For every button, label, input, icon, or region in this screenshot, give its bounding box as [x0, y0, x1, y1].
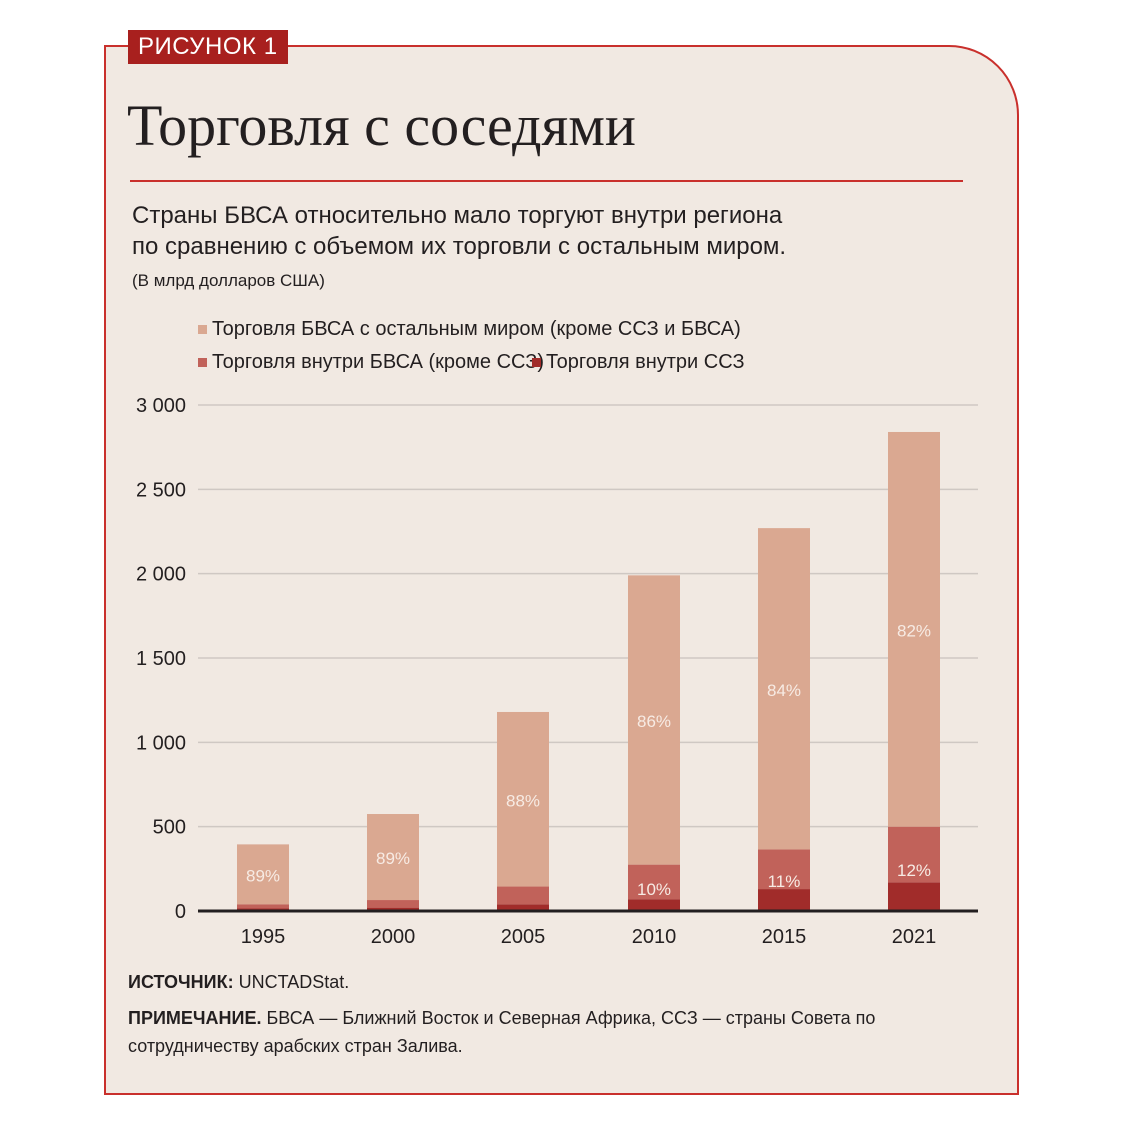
x-tick-label: 2005: [501, 926, 546, 948]
bar-segment-gcc: [628, 899, 680, 911]
data-label-world: 89%: [246, 866, 280, 885]
bar-segment-gcc: [497, 904, 549, 911]
legend-item-intra: Торговля внутри БВСА (кроме ССЗ): [198, 351, 544, 374]
bar-segment-world: [628, 575, 680, 865]
bar-segment-world: [888, 431, 940, 827]
data-label-world: 89%: [376, 849, 410, 868]
legend-item-world: Торговля БВСА с остальным миром (кроме С…: [198, 318, 741, 341]
x-tick-label: 1995: [241, 926, 286, 948]
figure-badge: РИСУНОК 1: [128, 30, 288, 64]
bar-segment-world: [497, 711, 549, 887]
legend-label-world: Торговля БВСА с остальным миром (кроме С…: [212, 318, 741, 340]
subtitle-line-1: Страны БВСА относительно мало торгуют вн…: [132, 202, 783, 229]
title-divider: [130, 180, 963, 182]
bar-segment-intra: [758, 849, 810, 890]
legend-swatch-gcc: [532, 358, 541, 368]
bar-segment-intra: [628, 864, 680, 900]
legend-label-intra: Торговля внутри БВСА (кроме ССЗ): [212, 351, 544, 373]
bar-segment-world: [367, 814, 419, 901]
subtitle-line-2: по сравнению с объемом их торговли с ост…: [132, 233, 787, 260]
y-tick-label: 2 000: [136, 564, 186, 586]
data-label-intra: 12%: [897, 861, 931, 880]
units-label: (В млрд долларов США): [132, 271, 325, 290]
bar-segment-intra: [888, 826, 940, 883]
source-text: UNCTADStat.: [233, 972, 350, 992]
data-label-intra: 11%: [768, 872, 801, 891]
legend-label-gcc: Торговля внутри ССЗ: [546, 351, 745, 373]
figure-card: [104, 45, 1019, 1095]
bar-segment-intra: [497, 886, 549, 905]
bar-segment-gcc: [888, 882, 940, 911]
source-label: ИСТОЧНИК:: [128, 972, 234, 992]
bar-segment-world: [237, 844, 289, 905]
note-label: ПРИМЕЧАНИЕ.: [128, 1008, 262, 1028]
y-tick-label: 1 000: [136, 732, 186, 754]
x-tick-label: 2000: [371, 926, 416, 948]
legend-item-gcc: Торговля внутри ССЗ: [532, 351, 745, 374]
bar-segment-gcc: [367, 907, 419, 911]
data-label-world: 84%: [767, 681, 801, 700]
y-tick-label: 2 500: [136, 479, 186, 501]
bar-segment-intra: [237, 904, 289, 909]
y-tick-label: 0: [175, 901, 186, 923]
figure-notes: ИСТОЧНИК: UNCTADStat. ПРИМЕЧАНИЕ. БВСА —…: [128, 968, 958, 1068]
bar-segment-gcc: [758, 889, 810, 911]
data-label-world: 82%: [897, 621, 931, 640]
data-label-world: 86%: [637, 712, 671, 731]
y-tick-label: 1 500: [136, 648, 186, 670]
figure-title: Торговля с соседями: [127, 93, 636, 158]
x-tick-label: 2021: [892, 926, 937, 948]
data-label-world: 88%: [506, 791, 540, 810]
legend-swatch-world: [198, 325, 207, 335]
legend-swatch-intra: [198, 358, 207, 368]
y-tick-label: 3 000: [136, 395, 186, 417]
x-tick-label: 2015: [762, 926, 807, 948]
note-text: БВСА — Ближний Восток и Северная Африка,…: [128, 1008, 876, 1056]
source-note: ИСТОЧНИК: UNCTADStat.: [128, 968, 958, 996]
x-tick-label: 2010: [632, 926, 677, 948]
abbreviation-note: ПРИМЕЧАНИЕ. БВСА — Ближний Восток и Севе…: [128, 1004, 958, 1060]
bar-segment-world: [758, 528, 810, 850]
data-label-intra: 10%: [637, 880, 671, 899]
bar-segment-intra: [367, 900, 419, 908]
y-tick-label: 500: [153, 817, 186, 839]
figure-subtitle: Страны БВСА относительно мало торгуют вн…: [132, 200, 786, 262]
